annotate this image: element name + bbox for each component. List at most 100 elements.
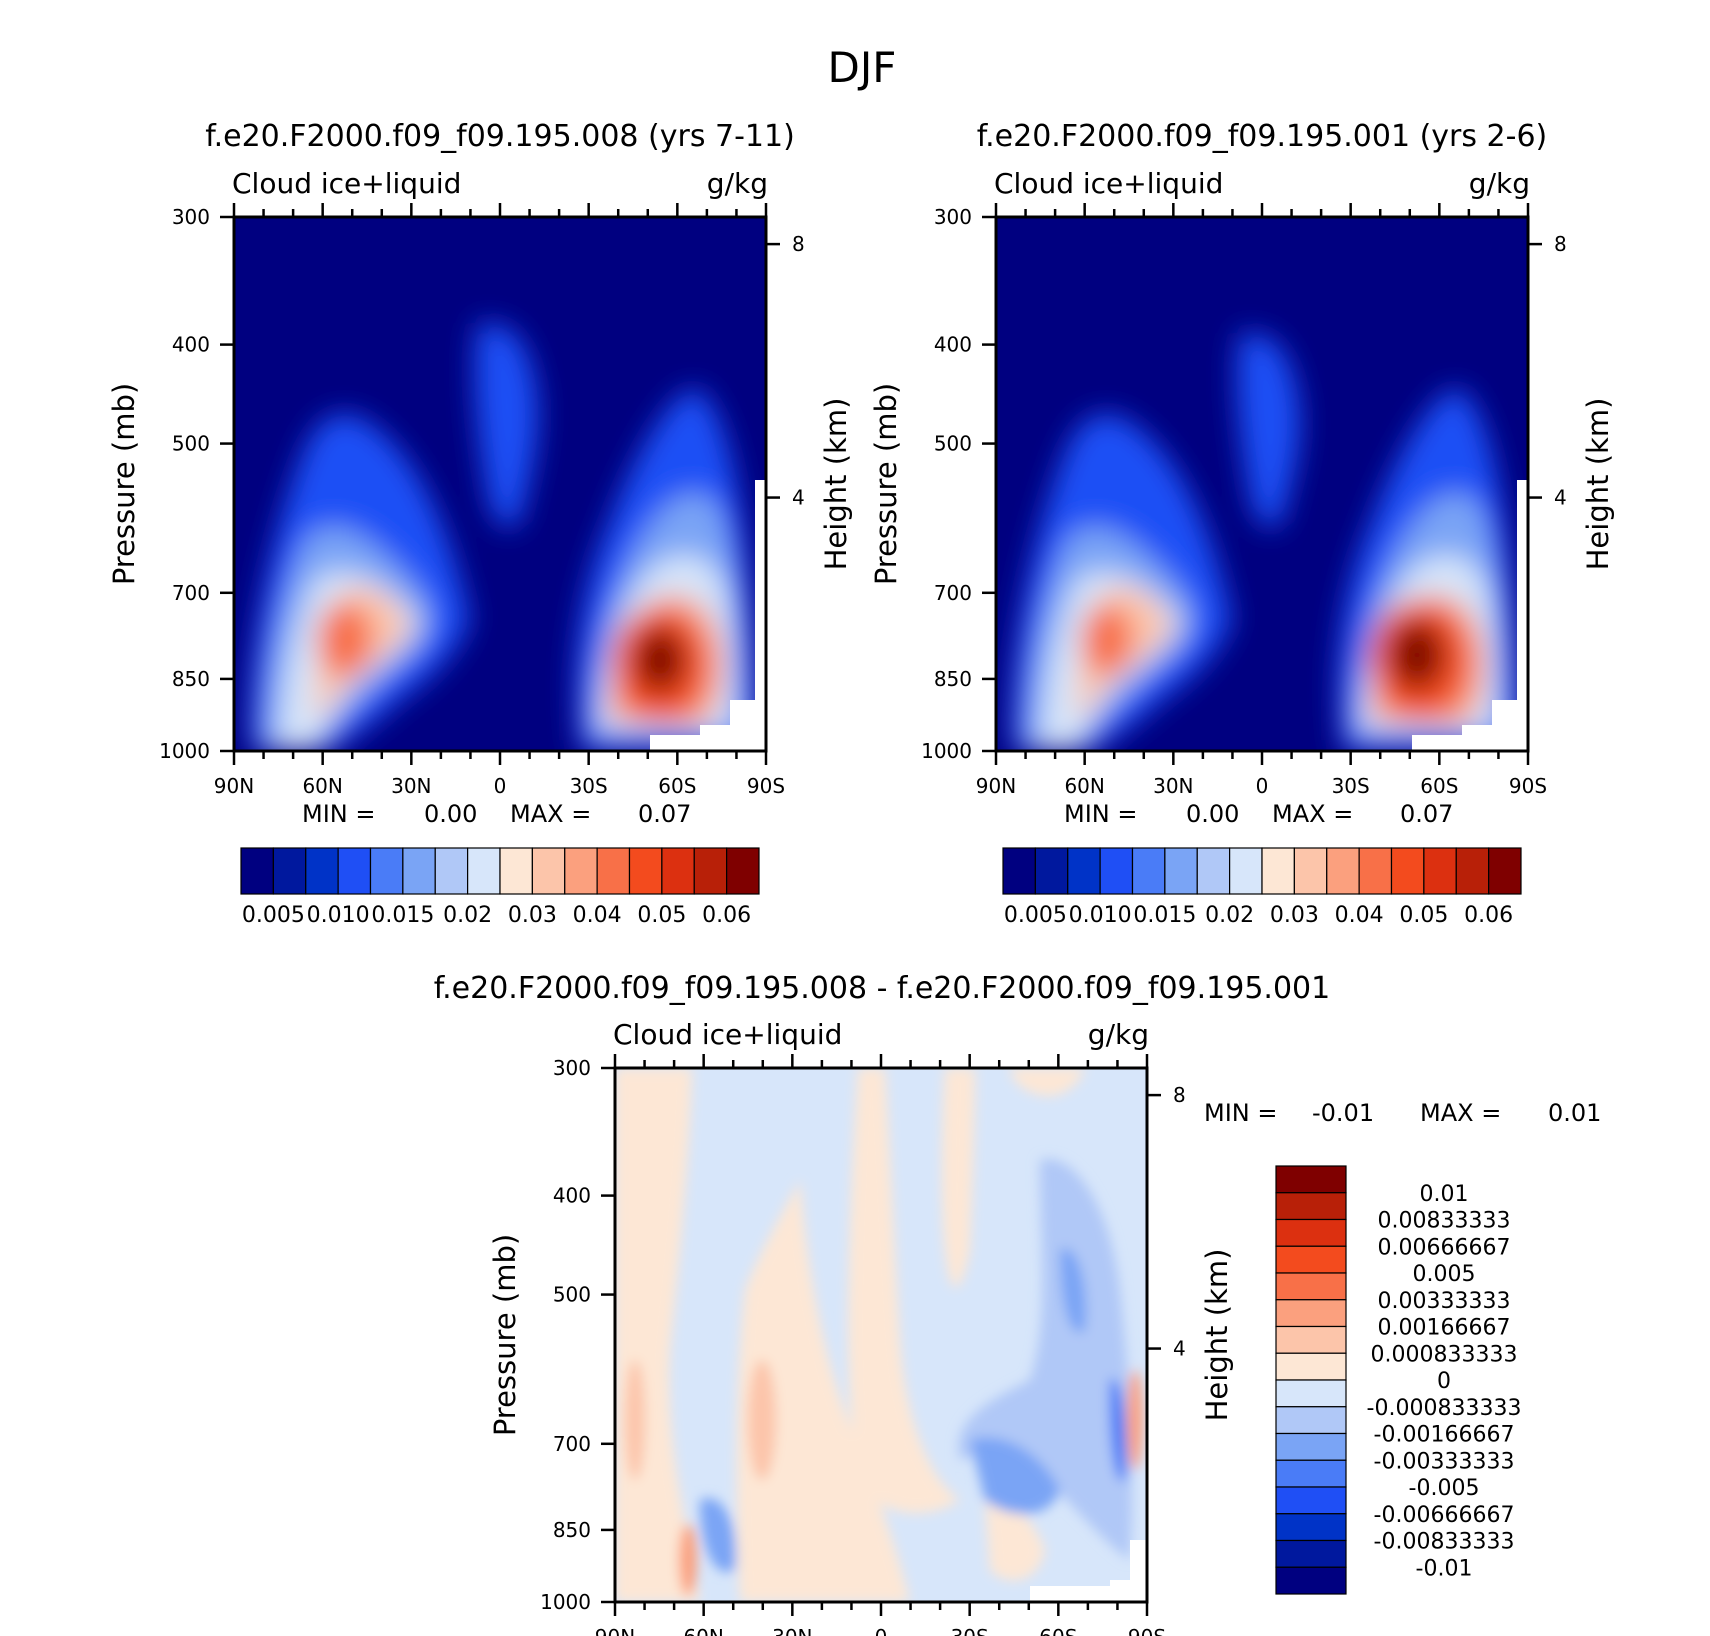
panel-a-subtitle: f.e20.F2000.f09_f09.195.008 (yrs 7-11) [205,119,795,154]
panel-diff-colorbar-label: 0 [1437,1369,1451,1394]
panel-b-axes-ytick-right-label: 8 [1554,232,1567,256]
panel-b-units-label: g/kg [1469,167,1530,200]
panel-b-missing-data [1412,480,1528,751]
panel-diff-negative-band-3 [1060,1248,1086,1333]
panel-b-colorbar-cell [1164,847,1198,895]
panel-a-colorbar-cell [240,847,274,895]
panel-diff-colorbar-cell [1275,1245,1347,1274]
panel-b-axes-ytick-label: 1000 [921,739,972,763]
panel-a-missing-data [650,480,766,751]
panel-a-colorbar-label: 0.015 [371,903,434,928]
panel-a-min-label: MIN = [302,800,375,828]
panel-diff-positive-core-1 [625,1360,645,1480]
panel-diff-colorbar-cell [1275,1486,1347,1515]
panel-a-colorbar-cell [402,847,436,895]
panel-a-axes: 90N 60N 30N 0 30S 60S 90S 300 400 500 700 850 1000 8 4 [159,203,805,798]
panel-b-axes-ytick-label: 400 [934,333,972,357]
panel-b-sh-core [1390,621,1444,689]
panel-diff-colorbar-cell [1275,1165,1347,1194]
panel-diff-colorbar-label: -0.00833333 [1374,1530,1515,1555]
panel-a-axes-xtick-label: 60N [302,774,342,798]
panel-diff-axes-ytick-label: 700 [553,1432,591,1456]
panel-diff-ylabel: Pressure (mb) [488,1234,522,1436]
panel-diff-positive-band-6 [985,1497,1045,1581]
panel-diff-max-label: MAX = [1420,1099,1501,1127]
panel-b-colorbar-label: 0.03 [1270,903,1319,928]
panel-a-colorbar-label: 0.06 [702,903,751,928]
panel-diff-colorbar-cell [1275,1432,1347,1461]
panel-diff-axes-ytick-right-label: 8 [1173,1083,1186,1107]
panel-b-axes-xtick-label: 30N [1153,774,1193,798]
panel-diff-ylabel-right: Height (km) [1200,1249,1234,1422]
panel-b-colorbar-cell [1358,847,1393,895]
panel-a-colorbar-cell [467,847,501,895]
panel-b-ylabel-right: Height (km) [1581,398,1615,571]
panel-b-colorbar-cell [1067,847,1101,895]
panel-diff-variable-label: Cloud ice+liquid [613,1018,842,1051]
panel-a-axes-ytick-label: 850 [172,667,210,691]
panel-b-axes-xtick-label: 90S [1509,774,1547,798]
panel-diff-axes-xtick-label: 30S [951,1625,989,1636]
panel-b-colorbar-cell [1261,847,1295,895]
panel-b-axes-ytick-label: 700 [934,581,972,605]
panel-diff-axes-xtick-label: 60S [1039,1625,1077,1636]
page-title: DJF [828,43,897,92]
panel-b-colorbar-cell [1293,847,1328,895]
panel-diff-max-value: 0.01 [1548,1099,1601,1127]
panel-a-colorbar-cell [564,847,598,895]
panel-diff-colorbar-cell [1275,1272,1347,1301]
panel-a-axes-xtick-label: 30N [391,774,431,798]
panel-diff: f.e20.F2000.f09_f09.195.008 - f.e20.F200… [434,971,1602,1636]
panel-b-colorbar-cell [1455,847,1490,895]
panel-diff-positive-band-4 [941,1068,975,1288]
panel-b-colorbar-label: 0.02 [1205,903,1254,928]
panel-diff-negative-band-2 [970,1437,1060,1514]
panel-b-colorbar-cell [1099,847,1134,895]
panel-diff-min-value: -0.01 [1312,1099,1374,1127]
panel-a-colorbar-cell [499,847,533,895]
panel-b-colorbar-label: 0.04 [1335,903,1384,928]
panel-diff-axes-xtick-label: 30N [772,1625,812,1636]
panel-diff-colorbar-cell [1275,1352,1347,1381]
panel-diff-colorbar-label: -0.00166667 [1374,1423,1515,1448]
panel-b-ylabel: Pressure (mb) [869,383,903,585]
panel-b-axes-ytick-label: 500 [934,432,972,456]
panel-diff-colorbar-label: -0.01 [1416,1556,1473,1581]
panel-a-colorbar: 0.005 0.010 0.015 0.02 0.03 0.04 0.05 0.06 [240,847,760,928]
panel-diff-axes-ytick-right-label: 4 [1173,1337,1186,1361]
panel-diff-missing-data [1030,1540,1147,1602]
panel-a: f.e20.F2000.f09_f09.195.008 (yrs 7-11) C… [107,119,853,928]
panel-b: f.e20.F2000.f09_f09.195.001 (yrs 2-6) Cl… [869,119,1615,928]
panel-b-axes-xtick-label: 60N [1064,774,1104,798]
panel-diff-positive-band-5 [1010,1068,1085,1096]
panel-b-colorbar-cell [1488,847,1522,895]
panel-diff-positive-core-2 [748,1360,776,1480]
panel-diff-colorbar-label: -0.000833333 [1367,1396,1522,1421]
panel-diff-positive-core-3 [679,1524,697,1596]
panel-diff-colorbar-cell [1275,1539,1347,1568]
panel-diff-axes-ytick-label: 850 [553,1518,591,1542]
panel-b-colorbar: 0.005 0.010 0.015 0.02 0.03 0.04 0.05 0.06 [1002,847,1522,928]
panel-a-axes-ytick-right-label: 8 [792,232,805,256]
panel-a-axes-ytick-label: 400 [172,333,210,357]
panel-a-colorbar-cell [661,847,695,895]
panel-a-plot-field [234,217,766,751]
panel-diff-subtitle: f.e20.F2000.f09_f09.195.008 - f.e20.F200… [434,971,1330,1006]
panel-diff-colorbar-cell [1275,1379,1347,1408]
panel-diff-negative-band-4 [700,1498,736,1572]
panel-b-colorbar-label: 0.010 [1069,903,1132,928]
panel-a-ylabel: Pressure (mb) [107,383,141,585]
panel-b-colorbar-label: 0.015 [1133,903,1196,928]
panel-b-equator-plume [1236,330,1301,528]
panel-diff-colorbar-label: 0.00666667 [1378,1235,1511,1260]
panel-a-axes-xtick-label: 90S [747,774,785,798]
panel-a-axes-xtick-label: 90N [214,774,254,798]
panel-b-axes-xtick-label: 30S [1332,774,1370,798]
panel-b-colorbar-label: 0.06 [1464,903,1513,928]
panel-diff-axes-xtick-label: 90N [595,1625,635,1636]
panel-a-units-label: g/kg [707,167,768,200]
panel-diff-colorbar-cell [1275,1566,1347,1595]
panel-b-min-label: MIN = [1064,800,1137,828]
panel-diff-colorbar-label: 0.005 [1413,1262,1476,1287]
panel-a-colorbar-cell [628,847,663,895]
